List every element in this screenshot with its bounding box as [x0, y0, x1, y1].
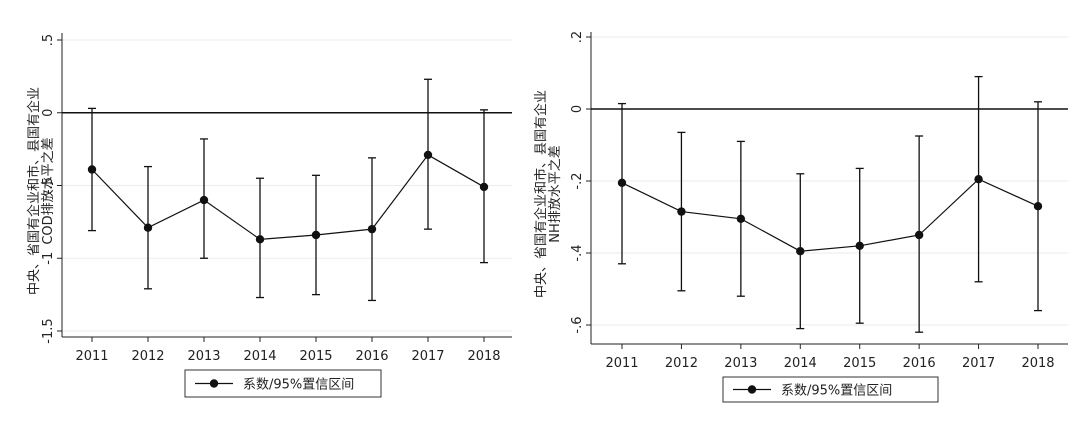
- y-axis-label: COD排放水平之差: [41, 137, 56, 244]
- x-tick-label: 2012: [665, 356, 698, 371]
- x-tick-label: 2017: [962, 356, 995, 371]
- data-point: [255, 235, 265, 244]
- data-point: [423, 150, 433, 160]
- x-tick-label: 2018: [467, 349, 500, 364]
- data-point: [367, 224, 377, 234]
- data-point: [143, 223, 153, 232]
- data-point: [974, 175, 983, 184]
- y-tick-label: -1.5: [41, 318, 56, 343]
- x-tick-label: 2016: [903, 356, 936, 371]
- x-tick-label: 2016: [355, 349, 388, 364]
- y-tick-label: -1: [41, 252, 56, 265]
- x-tick-label: 2015: [843, 356, 876, 371]
- data-point: [855, 241, 864, 250]
- legend-label: 系数/95%置信区间: [781, 384, 892, 399]
- x-tick-label: 2013: [187, 349, 220, 364]
- data-point: [677, 207, 686, 216]
- y-tick-label: -.4: [570, 244, 585, 261]
- y-tick-label: .5: [41, 34, 56, 46]
- data-point: [617, 178, 627, 187]
- legend-marker: [209, 379, 219, 388]
- data-point: [796, 247, 805, 256]
- y-tick-label: -.6: [570, 316, 585, 333]
- chart-1: .5 0 -.5 -1 -1.5 2011 2012 2013 2014 2015 2016 2017…: [26, 33, 512, 398]
- x-tick-label: 2012: [131, 349, 164, 364]
- x-tick-label: 2015: [299, 349, 332, 364]
- data-point: [914, 230, 924, 240]
- y-tick-label: .2: [570, 31, 585, 43]
- y-tick-label: -.5: [41, 177, 56, 194]
- x-tick-label: 2017: [411, 349, 444, 364]
- y-tick-label: 0: [41, 109, 56, 117]
- data-point: [87, 165, 97, 174]
- y-tick-label: 0: [570, 105, 585, 113]
- series-line: [91, 154, 485, 240]
- chart-2: .2 0 -.2 -.4 -.6 2011 2012 2013 2014 2015 2016 2017…: [533, 31, 1068, 403]
- x-tick-label: 2011: [605, 356, 638, 371]
- legend-marker: [747, 385, 757, 394]
- x-tick-label: 2013: [724, 356, 757, 371]
- series-line: [621, 178, 1039, 252]
- y-axis-label: NH排放水平之差: [548, 145, 563, 243]
- x-tick-label: 2018: [1021, 356, 1054, 371]
- data-point: [1033, 202, 1043, 211]
- data-point: [479, 182, 489, 192]
- x-tick-label: 2014: [243, 349, 276, 364]
- y-axis-label: 中央、省国有企业和市、县国有企业: [26, 87, 42, 295]
- data-point: [736, 214, 746, 223]
- x-tick-label: 2014: [784, 356, 817, 371]
- y-axis-label: 中央、省国有企业和市、县国有企业: [533, 90, 549, 298]
- legend-label: 系数/95%置信区间: [243, 378, 354, 393]
- y-tick-label: -.2: [570, 172, 585, 189]
- x-tick-label: 2011: [75, 349, 108, 364]
- data-point: [311, 230, 321, 240]
- data-point: [199, 195, 209, 205]
